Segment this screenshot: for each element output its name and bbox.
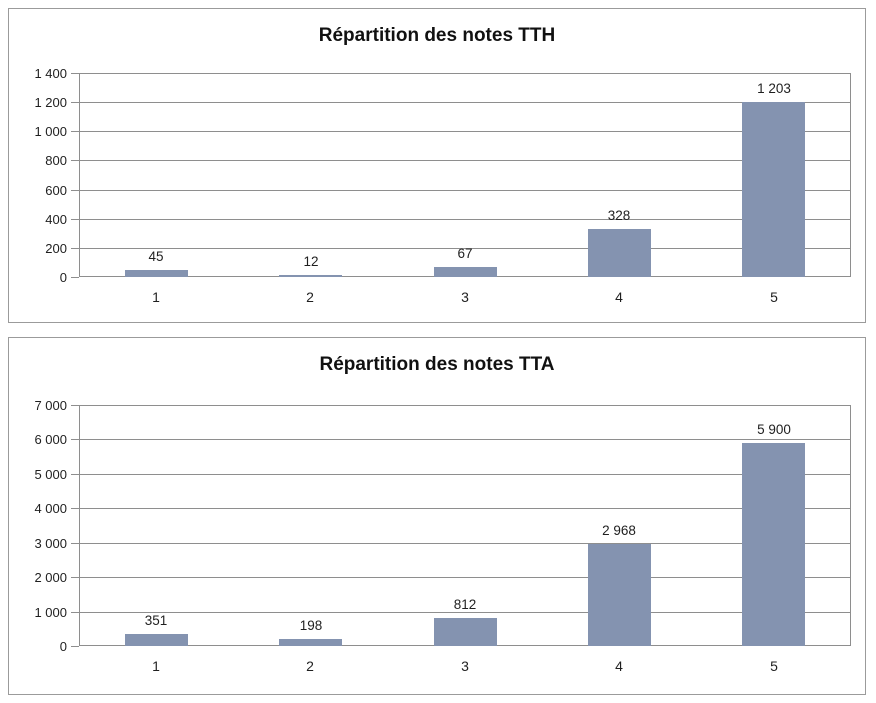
bar-category-1[interactable] bbox=[125, 270, 188, 277]
data-label: 67 bbox=[457, 246, 473, 261]
data-label: 5 900 bbox=[757, 422, 791, 437]
gridline bbox=[79, 439, 851, 440]
y-axis-label: 2 000 bbox=[34, 570, 67, 585]
data-label: 12 bbox=[303, 254, 319, 269]
plot-area bbox=[79, 405, 851, 646]
data-label: 351 bbox=[144, 613, 168, 628]
data-label: 812 bbox=[453, 597, 477, 612]
gridline bbox=[79, 131, 851, 132]
y-axis-tick bbox=[71, 73, 79, 74]
gridline bbox=[79, 474, 851, 475]
chart-tth[interactable]: Répartition des notes TTH 0 200 400 600 800 1… bbox=[8, 8, 866, 323]
y-axis-tick bbox=[71, 474, 79, 475]
bar-category-4[interactable] bbox=[588, 229, 651, 277]
gridline bbox=[79, 219, 851, 220]
y-axis-tick bbox=[71, 543, 79, 544]
x-axis-label: 1 bbox=[152, 289, 160, 305]
y-axis-label: 1 000 bbox=[34, 124, 67, 139]
data-label: 2 968 bbox=[602, 523, 636, 538]
y-axis-label: 800 bbox=[45, 153, 67, 168]
data-label: 198 bbox=[299, 618, 323, 633]
y-axis-tick bbox=[71, 160, 79, 161]
x-axis-label: 5 bbox=[770, 658, 778, 674]
gridline bbox=[79, 612, 851, 613]
y-axis-tick bbox=[71, 577, 79, 578]
bar-category-1[interactable] bbox=[125, 634, 188, 646]
bar-category-4[interactable] bbox=[588, 544, 651, 646]
gridline bbox=[79, 248, 851, 249]
x-axis-label: 1 bbox=[152, 658, 160, 674]
y-axis-tick bbox=[71, 439, 79, 440]
data-label: 45 bbox=[148, 249, 164, 264]
y-axis-label: 0 bbox=[59, 639, 67, 654]
data-label: 328 bbox=[607, 208, 631, 223]
y-axis-tick bbox=[71, 102, 79, 103]
x-axis-label: 3 bbox=[461, 289, 469, 305]
y-axis-tick bbox=[71, 508, 79, 509]
bar-category-2[interactable] bbox=[279, 639, 342, 646]
x-axis-label: 3 bbox=[461, 658, 469, 674]
y-axis-label: 3 000 bbox=[34, 536, 67, 551]
chart-title-tth: Répartition des notes TTH bbox=[318, 25, 556, 46]
y-axis-tick bbox=[71, 405, 79, 406]
bar-category-2[interactable] bbox=[279, 275, 342, 277]
bar-category-5[interactable] bbox=[742, 102, 805, 277]
bar-category-3[interactable] bbox=[434, 267, 497, 277]
x-axis-label: 2 bbox=[306, 289, 314, 305]
y-axis-label: 600 bbox=[45, 183, 67, 198]
y-axis-tick bbox=[71, 248, 79, 249]
y-axis-label: 7 000 bbox=[34, 398, 67, 413]
y-axis-label: 4 000 bbox=[34, 501, 67, 516]
x-axis-label: 2 bbox=[306, 658, 314, 674]
gridline bbox=[79, 190, 851, 191]
y-axis-label: 200 bbox=[45, 241, 67, 256]
chart-title-tta: Répartition des notes TTA bbox=[319, 354, 555, 375]
y-axis-label: 5 000 bbox=[34, 467, 67, 482]
gridline bbox=[79, 160, 851, 161]
data-label: 1 203 bbox=[757, 81, 791, 96]
plot-area bbox=[79, 73, 851, 277]
x-axis-label: 5 bbox=[770, 289, 778, 305]
gridline bbox=[79, 577, 851, 578]
bar-category-5[interactable] bbox=[742, 443, 805, 646]
y-axis-label: 6 000 bbox=[34, 432, 67, 447]
y-axis-label: 400 bbox=[45, 212, 67, 227]
x-axis-label: 4 bbox=[615, 658, 623, 674]
y-axis-label: 0 bbox=[59, 270, 67, 285]
y-axis-tick bbox=[71, 219, 79, 220]
y-axis-tick bbox=[71, 190, 79, 191]
bar-category-3[interactable] bbox=[434, 618, 497, 646]
gridline bbox=[79, 508, 851, 509]
y-axis-label: 1 200 bbox=[34, 95, 67, 110]
chart-tta[interactable]: Répartition des notes TTA 0 1 000 2 000 3 0… bbox=[8, 337, 866, 695]
y-axis-label: 1 400 bbox=[34, 66, 67, 81]
y-axis-tick bbox=[71, 646, 79, 647]
y-axis-label: 1 000 bbox=[34, 605, 67, 620]
y-axis-tick bbox=[71, 612, 79, 613]
x-axis-label: 4 bbox=[615, 289, 623, 305]
gridline bbox=[79, 102, 851, 103]
y-axis-tick bbox=[71, 277, 79, 278]
gridline bbox=[79, 543, 851, 544]
y-axis-tick bbox=[71, 131, 79, 132]
